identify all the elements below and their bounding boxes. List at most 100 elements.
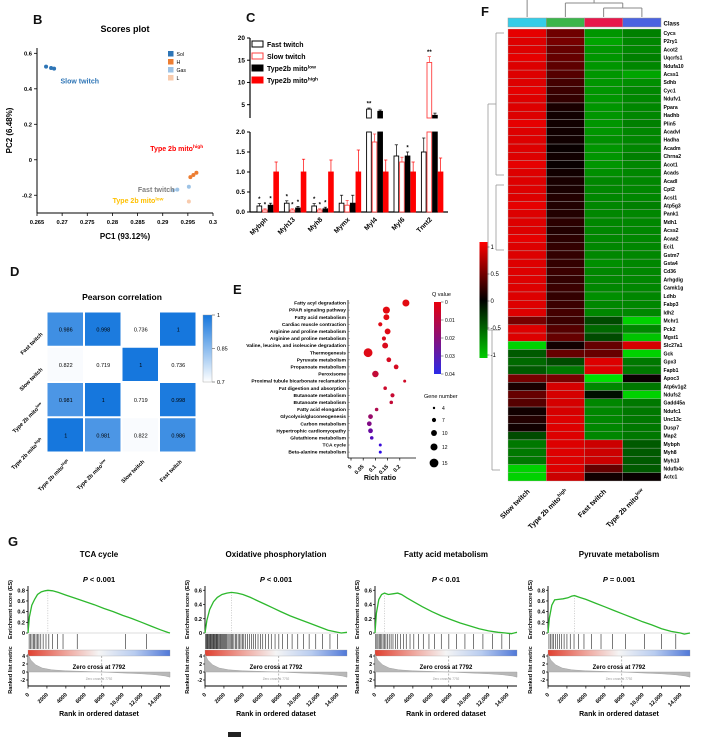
cell-value: 0.998 bbox=[171, 398, 185, 404]
legend-swatch bbox=[251, 40, 264, 48]
pathway-label: Peroxisome bbox=[318, 372, 346, 378]
x-tick-label: 8000 bbox=[94, 692, 107, 705]
cell-value: 0.998 bbox=[96, 328, 110, 334]
x-tick-label: 2000 bbox=[214, 692, 227, 705]
pathway-label: Propanoate metabolism bbox=[291, 365, 347, 371]
heatmap-cell bbox=[622, 127, 662, 137]
heatmap-cell bbox=[584, 119, 623, 128]
gene-label: Arhgdig bbox=[664, 277, 684, 283]
x-tick-label: 6000 bbox=[595, 692, 608, 705]
significance-mark: * bbox=[406, 146, 409, 152]
heatmap-cell bbox=[584, 406, 623, 416]
heatmap-cell bbox=[121, 417, 159, 453]
row-label: Fast twitch bbox=[20, 331, 45, 356]
gene-label: Cyc1 bbox=[664, 88, 676, 94]
bar bbox=[382, 171, 389, 213]
heatmap-cell bbox=[507, 382, 547, 391]
metric-axis-title: Ranked list metric bbox=[528, 646, 534, 693]
heatmap-cell bbox=[622, 86, 662, 95]
heatmap-cell bbox=[121, 382, 159, 418]
heatmap-cell bbox=[507, 242, 547, 252]
heatmap-cell bbox=[622, 168, 662, 178]
heatmap-cell bbox=[507, 275, 547, 284]
scatter-point bbox=[188, 175, 193, 180]
bar bbox=[344, 204, 350, 213]
enrichment-dot bbox=[378, 450, 382, 454]
q-tick-label: 0 bbox=[445, 300, 448, 306]
heatmap-cell bbox=[507, 234, 547, 243]
heatmap-cell bbox=[546, 226, 585, 235]
gene-label: Gsta4 bbox=[664, 261, 678, 267]
x-tick-label: 0 bbox=[202, 692, 208, 698]
heatmap-cell bbox=[546, 365, 585, 375]
heatmap-cell bbox=[622, 365, 662, 375]
x-tick-label: 0.265 bbox=[30, 220, 45, 226]
pathway-label: Beta-alanine metabolism bbox=[288, 450, 346, 456]
scale-tick-label: 0.5 bbox=[491, 272, 500, 278]
x-tick-label: 6000 bbox=[75, 692, 88, 705]
scatter-point bbox=[175, 187, 180, 192]
gsea-title: TCA cycle bbox=[80, 550, 119, 559]
significance-mark: ** bbox=[367, 102, 372, 108]
bar bbox=[371, 141, 378, 213]
heatmap-cell bbox=[622, 111, 662, 120]
heatmap-cell bbox=[507, 341, 547, 350]
pathway-label: Butanoate metabolism bbox=[294, 393, 347, 399]
heatmap-cell bbox=[584, 45, 623, 54]
x-tick-label: 2000 bbox=[37, 692, 50, 705]
es-axis-title: Enrichment score (ES) bbox=[8, 580, 14, 639]
heatmap-cell bbox=[507, 308, 547, 317]
bar bbox=[283, 202, 290, 213]
category-label: Mymx bbox=[333, 216, 352, 235]
legend-swatch bbox=[251, 64, 264, 72]
heatmap-cell bbox=[507, 119, 547, 128]
heatmap-cell bbox=[622, 201, 662, 210]
heatmap-cell bbox=[622, 447, 662, 457]
x-tick-label: 2000 bbox=[384, 692, 397, 705]
heatmap-cell bbox=[584, 61, 623, 71]
scatter-point bbox=[194, 170, 199, 175]
metric-tick-label: 4 bbox=[22, 654, 25, 660]
gene-label: Pck2 bbox=[664, 327, 676, 333]
cell-value: 0.736 bbox=[134, 328, 148, 334]
heatmap-col-label: Slow twitch bbox=[499, 488, 531, 520]
panel-d-pearson-correlation: Pearson correlation 0.986 0.998 0.736 1 0.822… bbox=[11, 292, 228, 493]
y-tick-label: 15 bbox=[238, 57, 246, 64]
heatmap-cell bbox=[546, 431, 585, 441]
gene-label: Ndufs2 bbox=[664, 393, 681, 399]
panel-label-f: F bbox=[481, 4, 489, 19]
y-tick-label: -0.2 bbox=[22, 193, 32, 199]
category-label: Mybph bbox=[249, 216, 269, 236]
significance-mark: * bbox=[258, 197, 261, 203]
n-legend-label: 7 bbox=[442, 418, 445, 424]
pathway-label: PPAR signaling pathway bbox=[289, 308, 346, 314]
panel-label-b: B bbox=[33, 12, 43, 27]
heatmap-cell bbox=[584, 341, 623, 350]
panel-b-title: Scores plot bbox=[100, 24, 149, 34]
heatmap-cell bbox=[622, 184, 662, 194]
enrichment-dot bbox=[386, 357, 392, 363]
x-tick-label: 12,000 bbox=[305, 692, 321, 708]
heatmap-cell bbox=[546, 316, 585, 326]
heatmap-cell bbox=[622, 102, 662, 112]
heatmap-cell bbox=[584, 456, 623, 465]
significance-mark: * bbox=[264, 202, 267, 208]
metric-tick-label: -2 bbox=[21, 678, 26, 684]
heatmap-cell bbox=[584, 184, 623, 194]
heatmap-col-label: Fast twitch bbox=[577, 488, 608, 519]
heatmap-cell bbox=[622, 28, 662, 38]
n-legend-label: 12 bbox=[442, 445, 448, 451]
enrichment-dot bbox=[390, 393, 395, 398]
x-tick-label: 0 bbox=[347, 464, 353, 470]
gene-label: Hadha bbox=[664, 138, 680, 144]
heatmap-cell bbox=[546, 324, 585, 334]
cell-value: 0.736 bbox=[171, 363, 185, 369]
pathway-label: Fat digestion and absorption bbox=[279, 386, 346, 392]
bar bbox=[420, 151, 427, 213]
scatter-point bbox=[186, 184, 191, 189]
heatmap-cell bbox=[507, 398, 547, 408]
heatmap-cell bbox=[622, 332, 662, 342]
heatmap-cell bbox=[507, 184, 547, 194]
gene-label: Ldhb bbox=[664, 294, 676, 300]
legend-label: Type2b mitohigh bbox=[267, 76, 318, 85]
